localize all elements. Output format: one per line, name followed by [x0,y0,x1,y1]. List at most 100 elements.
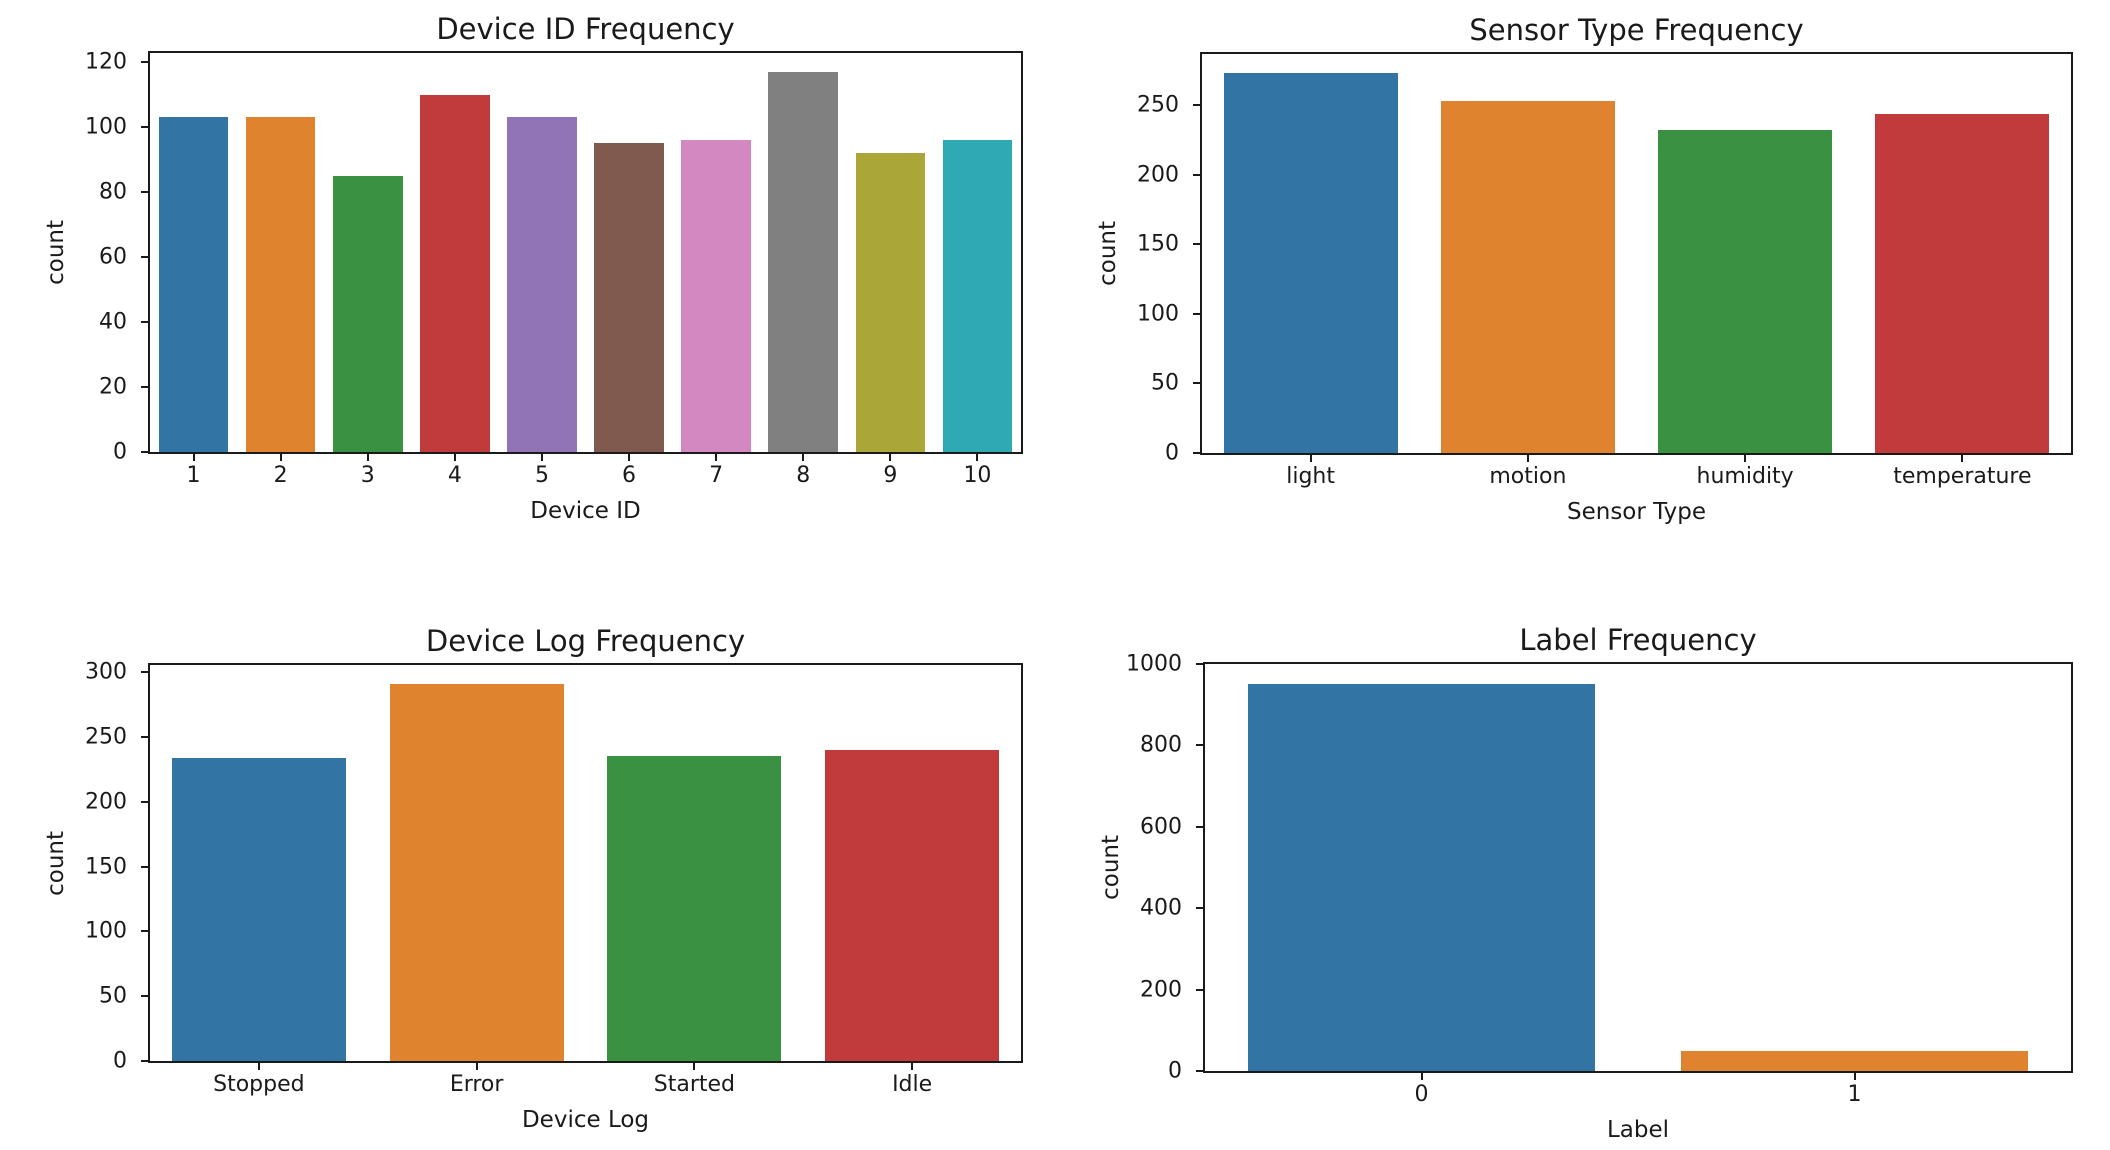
bar-0 [1248,683,1595,1071]
y-tick-mark [141,191,150,194]
bar-1 [158,117,229,452]
y-tick-mark [141,256,150,259]
y-tick-label: 0 [113,1048,127,1074]
y-tick-mark [1196,744,1205,747]
y-axis-label-wrap: count [42,663,70,1063]
plot-area: 0 50 100 150 200 250 300 Stopped Error Started Idl… [85,660,1023,1097]
chart-title: Sensor Type Frequency [1469,13,1804,47]
x-axis-label: Label [1606,1117,1670,1143]
x-tick-mark [1961,453,1964,462]
y-tick-mark [1196,1070,1205,1072]
y-tick-mark [141,735,150,738]
y-tick-label: 800 [1140,732,1182,758]
y-axis-label: count [1095,221,1121,286]
y-tick-label: 250 [1137,92,1179,118]
bar-Stopped [171,757,346,1061]
plot-area: 0 200 400 600 800 1000 0 1 [1126,652,2073,1107]
bar-1 [1681,1051,2028,1071]
y-tick-label: 0 [1168,1058,1182,1084]
x-tick-mark [475,1061,478,1070]
x-tick-mark [453,452,456,461]
x-tick-mark [1853,1071,1856,1080]
x-tick-label: Error [449,1072,504,1097]
y-axis-label-wrap: count [1094,52,1122,455]
y-axis-label: count [43,830,69,896]
label-frequency-chart: Label Frequency 0 200 400 600 800 1000 0 1 Label c… [1098,623,2073,1143]
y-axis-label-wrap: count [42,51,70,454]
x-axis-label: Device Log [521,1107,650,1133]
y-axis-label: count [1098,835,1124,900]
x-tick-label: 8 [796,463,811,488]
y-tick-mark [141,1060,150,1062]
x-tick-mark [192,452,195,461]
device-id-frequency-chart: Device ID Frequency 0 20 40 60 80 100 120 1 2 3 4 5 6… [43,12,1023,524]
bar-2 [245,117,316,452]
bar-motion [1440,101,1615,453]
x-tick-mark [889,452,892,461]
y-tick-mark [141,995,150,998]
x-tick-label: 10 [963,463,992,488]
y-tick-label: 600 [1140,814,1182,840]
y-tick-label: 200 [1137,162,1179,188]
y-tick-mark [141,671,150,674]
y-tick-mark [141,451,150,453]
bar-8 [768,72,839,452]
x-axis-label: Sensor Type [1567,499,1706,525]
y-tick-mark [1196,988,1205,991]
y-tick-label: 400 [1140,895,1182,921]
bar-Idle [825,749,1000,1061]
x-tick-label: Started [653,1072,735,1097]
chart-title: Device ID Frequency [436,12,735,46]
bar-4 [420,94,490,452]
y-tick-mark [1196,907,1205,910]
x-tick-label: 9 [883,463,898,488]
y-tick-label: 50 [99,983,127,1009]
bar-10 [942,140,1013,452]
y-tick-label: 60 [99,244,127,270]
y-tick-label: 300 [85,659,127,685]
x-tick-mark [693,1061,696,1070]
y-tick-label: 150 [85,854,127,880]
x-tick-mark [279,452,282,461]
y-tick-label: 20 [99,374,127,400]
x-tick-mark [802,452,805,461]
x-tick-label: 1 [186,463,201,488]
x-tick-mark [540,452,543,461]
y-tick-mark [1193,173,1202,176]
y-tick-label: 250 [85,724,127,750]
y-tick-label: 80 [99,179,127,205]
x-tick-label: 7 [709,463,724,488]
bar-Started [607,756,782,1061]
y-tick-mark [1196,825,1205,828]
bar-humidity [1658,130,1833,453]
bar-9 [855,153,926,452]
y-tick-label: 100 [85,918,127,944]
x-tick-label: motion [1489,464,1567,489]
y-tick-label: 0 [113,439,127,465]
y-axis-label-wrap: count [1097,662,1125,1073]
x-tick-label: humidity [1696,464,1794,489]
y-tick-mark [141,126,150,129]
x-tick-mark [1526,453,1529,462]
y-tick-label: 100 [85,114,127,140]
y-tick-label: 40 [99,309,127,335]
bar-3 [332,175,403,452]
y-tick-mark [141,865,150,868]
x-tick-label: 5 [534,463,549,488]
x-tick-mark [715,452,718,461]
x-tick-mark [976,452,979,461]
y-tick-mark [141,61,150,64]
x-tick-label: 0 [1414,1082,1429,1107]
y-tick-mark [1193,104,1202,107]
y-tick-label: 0 [1165,440,1179,466]
y-tick-mark [1193,243,1202,246]
bar-5 [507,117,577,452]
x-tick-label: temperature [1893,464,2032,489]
chart-title: Device Log Frequency [425,624,746,658]
x-tick-label: 2 [273,463,288,488]
x-tick-mark [911,1061,914,1070]
x-tick-label: 3 [360,463,375,488]
bar-Error [389,683,564,1061]
y-tick-mark [1193,312,1202,315]
x-axis-label: Device ID [530,498,641,524]
